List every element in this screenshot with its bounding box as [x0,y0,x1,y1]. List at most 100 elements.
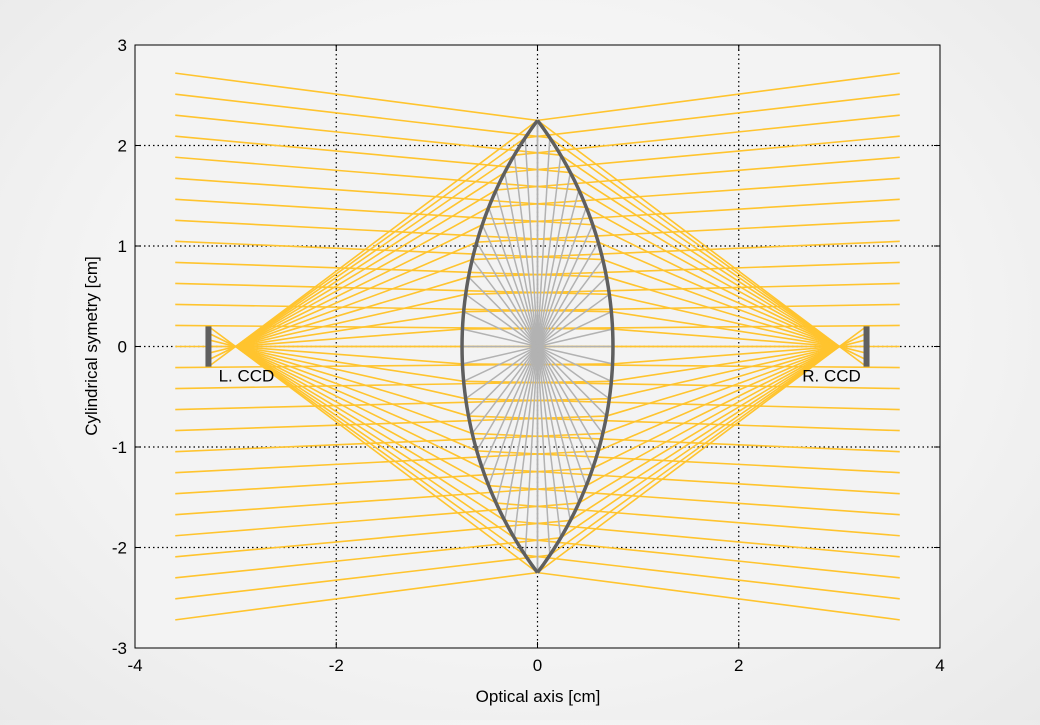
lens-left-surface [460,119,539,574]
internal-ray [462,328,538,348]
internal-ray [465,293,538,348]
y-tick-label: -2 [112,539,127,558]
ray-segment [175,519,571,558]
ray-segment [612,345,840,365]
internal-ray [476,346,539,452]
y-tick-label: 3 [118,36,127,55]
ray-segment [488,177,900,209]
ray-segment [235,345,506,522]
internal-ray [481,346,539,469]
internal-ray [487,207,539,347]
internal-ray [536,172,572,347]
ray-segment [549,345,840,556]
internal-ray [537,311,612,348]
internal-ray [536,346,604,434]
internal-ray [462,345,538,365]
y-tick-label: -1 [112,438,127,457]
ray-segment [175,303,612,313]
ray-segment [482,198,900,226]
right-ccd-label: R. CCD [802,367,861,386]
internal-ray [536,346,588,486]
internal-ray [513,155,539,347]
ray-segment [504,519,900,558]
internal-ray [503,172,539,347]
internal-ray [536,346,599,452]
internal-ray [495,346,539,504]
internal-ray [536,259,604,347]
internal-ray [495,189,539,347]
left-ccd-label: L. CCD [219,367,275,386]
ccd-ray [207,345,237,368]
internal-ray [536,345,608,417]
ccd-layer: L. CCD R. CCD [205,325,870,386]
tick-layer: -4 -2 0 2 4 -3 -2 -1 0 1 2 3 [112,36,945,675]
ray-segment [235,154,515,348]
internal-ray [536,346,551,556]
ray-segment [235,241,478,348]
ray-segment [476,219,900,243]
internal-ray [467,345,539,417]
y-tick-label: 2 [118,137,127,156]
ray-segment [504,135,900,174]
ray-segment [175,72,538,122]
ccd-ray [838,325,868,348]
internal-ray [503,346,539,521]
internal-ray-layer [462,120,613,573]
ray-segment [235,345,469,417]
internal-ray [471,259,539,347]
ray-segment [235,328,463,348]
ccd-ray [839,339,867,348]
internal-ray [536,241,599,347]
ray-segment [525,93,900,139]
x-axis-label: Optical axis [cm] [476,687,601,706]
ray-segment [235,258,473,348]
internal-ray [513,346,539,538]
ray-segment [537,119,840,348]
ray-segment [611,345,840,383]
internal-ray [537,293,610,348]
x-tick-label: 4 [935,656,944,675]
ray-segment [175,415,607,432]
ray-segment [476,450,900,474]
ray-segment [597,345,840,452]
ccd-ray [208,332,236,348]
ccd-ray [838,345,868,368]
x-tick-label: 2 [734,656,743,675]
ray-segment [175,380,612,390]
ray-segment [175,219,599,243]
ccd-ray [208,345,236,361]
ray-segment [235,345,538,574]
ray-segment [606,345,840,417]
ray-segment [549,137,840,348]
ray-segment [175,554,550,600]
ray-segment [578,189,840,348]
internal-ray [536,189,580,347]
ray-segment [175,135,571,174]
ray-segment [175,484,587,516]
internal-ray [537,345,610,400]
ray-segment [175,114,561,156]
ray-segment [496,502,900,537]
ray-segment [514,114,900,156]
internal-ray [481,224,539,347]
ray-segment [585,345,840,487]
internal-ray [536,346,572,521]
internal-ray [524,346,539,556]
ray-segment [175,93,550,139]
internal-ray [463,345,538,382]
ray-segment [537,571,900,621]
ray-segment [235,224,483,348]
ray-segment [235,137,526,348]
ray-layer [175,72,900,621]
ray-segment [175,502,579,537]
internal-ray [463,311,538,348]
ray-segment [235,206,490,348]
y-tick-label: -3 [112,639,127,658]
ray-segment [235,345,473,435]
ccd-ray [207,325,237,348]
ray-segment [235,345,526,556]
internal-ray [536,155,562,347]
ray-segment [235,345,466,400]
